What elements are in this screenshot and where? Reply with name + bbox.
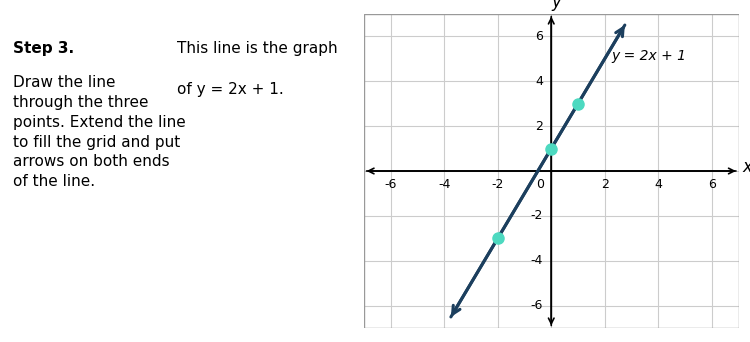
Text: x: x [742,158,750,176]
Text: 2: 2 [601,178,609,191]
Text: -6: -6 [384,178,397,191]
Text: Step 3.: Step 3. [13,41,74,56]
Text: 6: 6 [536,30,543,43]
Text: -2: -2 [531,209,543,222]
Text: of y = 2x + 1.: of y = 2x + 1. [178,82,284,97]
Text: -6: -6 [531,299,543,312]
Text: 4: 4 [536,75,543,88]
Text: -2: -2 [491,178,504,191]
Text: 0: 0 [536,178,544,191]
Text: y = 2x + 1: y = 2x + 1 [611,49,686,63]
Text: -4: -4 [438,178,450,191]
Text: -4: -4 [531,254,543,267]
Text: This line is the graph: This line is the graph [178,41,338,56]
Text: 6: 6 [708,178,716,191]
Text: 2: 2 [536,120,543,133]
Text: Draw the line
through the three
points. Extend the line
to fill the grid and put: Draw the line through the three points. … [13,75,186,189]
Text: 4: 4 [655,178,662,191]
Text: y: y [551,0,561,11]
